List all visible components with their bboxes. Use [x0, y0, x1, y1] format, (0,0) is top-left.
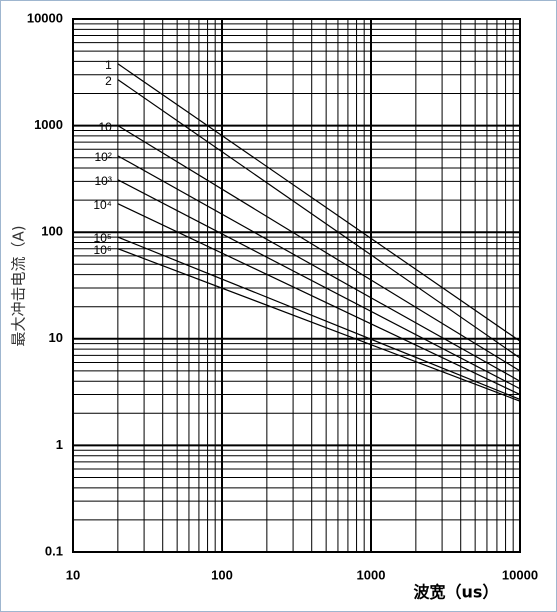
- series-label: 1: [105, 58, 112, 72]
- series-label: 10⁶: [94, 243, 112, 257]
- y-tick-label: 100: [41, 224, 63, 239]
- series-label: 10⁵: [94, 231, 112, 245]
- plot-frame: [72, 18, 521, 553]
- series-line: [117, 79, 521, 359]
- y-tick-label: 1000: [34, 117, 63, 132]
- x-tick-label: 100: [211, 567, 233, 582]
- y-tick-label: 10000: [27, 10, 63, 25]
- series-label: 2: [105, 74, 112, 88]
- series-line: [117, 179, 521, 390]
- x-tick-label: 10000: [502, 567, 538, 582]
- series-line: [117, 236, 521, 400]
- y-axis-label: 最大冲击电流（A): [10, 225, 28, 346]
- y-tick-label: 10: [49, 330, 63, 345]
- series-label: 10⁴: [93, 198, 112, 212]
- series-label: 10²: [95, 150, 112, 164]
- series-line: [117, 63, 521, 342]
- series-label: 10³: [95, 174, 112, 188]
- y-tick-label: 1: [56, 437, 63, 452]
- series-line: [117, 125, 521, 372]
- x-tick-label: 10: [66, 567, 80, 582]
- x-tick-label: 1000: [357, 567, 386, 582]
- series-label: 10: [98, 120, 112, 134]
- series-line: [117, 203, 521, 396]
- x-axis-label: 波宽（us）: [414, 583, 499, 602]
- series-line: [117, 155, 521, 382]
- y-tick-label: 0.1: [45, 543, 63, 558]
- series-line: [117, 248, 521, 402]
